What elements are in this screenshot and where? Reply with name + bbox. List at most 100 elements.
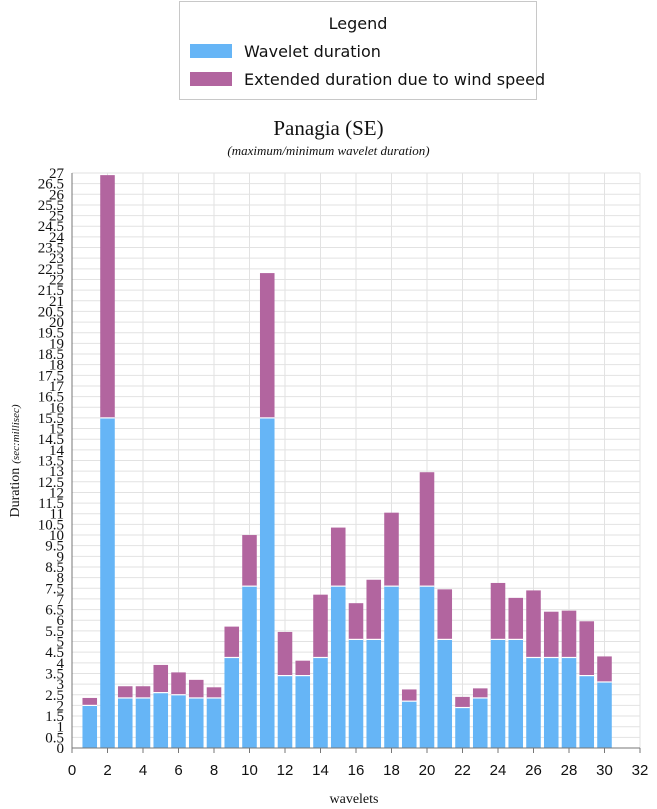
bar-wavelet-duration	[490, 639, 506, 748]
x-tick-label: 6	[174, 762, 182, 779]
y-tick-label: 12	[49, 485, 64, 501]
y-tick-label: 6	[57, 613, 65, 629]
y-tick-label: 27	[49, 166, 65, 182]
bar-extended-duration	[419, 472, 435, 587]
bar-wavelet-duration	[579, 675, 595, 748]
bar-wavelet-duration	[384, 586, 399, 748]
bar-extended-duration	[526, 590, 541, 658]
bar-extended-duration	[153, 664, 169, 693]
y-tick-label: 4	[57, 656, 65, 672]
x-tick-label: 28	[561, 762, 578, 779]
legend-item-extended-duration: Extended duration due to wind speed	[190, 70, 545, 89]
y-tick-label: 17	[49, 379, 65, 395]
bar-wavelet-duration	[437, 639, 453, 748]
y-tick-label: 25	[49, 209, 64, 225]
bar-wavelet-duration	[366, 639, 382, 748]
bar-wavelet-duration	[135, 697, 151, 748]
bar-wavelet-duration	[153, 692, 169, 748]
y-tick-label: 9.5	[45, 539, 64, 555]
bar-wavelet-duration	[171, 694, 186, 748]
y-tick-label: 22	[49, 272, 64, 288]
bar-extended-duration	[455, 696, 470, 708]
x-tick-label: 10	[241, 762, 258, 779]
y-tick-label: 9	[57, 549, 65, 565]
bar-extended-duration	[348, 603, 364, 640]
y-tick-label: 10	[49, 528, 64, 544]
legend: Legend Wavelet duration Extended duratio…	[179, 1, 545, 100]
y-tick-label: 18	[49, 358, 64, 374]
y-tick-label: 1	[57, 720, 65, 736]
bar-extended-duration	[206, 687, 222, 698]
y-axis-label-text: Duration	[8, 468, 23, 518]
chart-subtitle: (maximum/minimum wavelet duration)	[227, 143, 430, 158]
bars	[82, 175, 612, 748]
bar-wavelet-duration	[117, 697, 133, 748]
bar-wavelet-duration	[313, 657, 328, 748]
bar-wavelet-duration	[472, 697, 488, 748]
y-tick-label: 7.5	[45, 581, 64, 597]
axes	[71, 173, 641, 753]
x-tick-label: 12	[277, 762, 294, 779]
bar-wavelet-duration	[188, 697, 204, 748]
y-tick-label: 4.5	[45, 645, 64, 661]
y-tick-label: 10.5	[38, 517, 64, 533]
bar-wavelet-duration	[224, 657, 240, 748]
bar-wavelet-duration	[543, 657, 559, 748]
y-tick-label: 2.5	[45, 688, 64, 704]
y-tick-label: 2	[57, 698, 65, 714]
legend-swatch-extended-duration	[190, 72, 232, 86]
bar-wavelet-duration	[597, 681, 612, 748]
y-tick-label: 1.5	[45, 709, 64, 725]
bar-extended-duration	[472, 688, 488, 698]
bar-extended-duration	[224, 626, 240, 658]
bar-extended-duration	[117, 686, 133, 698]
bar-extended-duration	[543, 611, 559, 658]
y-tick-label: 6.5	[45, 603, 64, 619]
y-tick-label: 8.5	[45, 560, 64, 576]
bar-extended-duration	[100, 175, 115, 418]
y-tick-label: 21.5	[38, 283, 64, 299]
legend-label-wavelet-duration: Wavelet duration	[244, 41, 381, 61]
y-tick-label: 25.5	[38, 198, 64, 214]
x-tick-label: 4	[139, 762, 147, 779]
x-tick-label: 20	[419, 762, 436, 779]
y-tick-label: 8	[57, 571, 65, 587]
bar-extended-duration	[82, 697, 98, 706]
y-tick-label: 19.5	[38, 326, 64, 342]
bar-wavelet-duration	[100, 417, 115, 748]
bar-extended-duration	[330, 527, 346, 587]
bar-extended-duration	[561, 610, 577, 658]
bar-extended-duration	[579, 621, 595, 676]
bar-extended-duration	[188, 679, 204, 698]
y-axis-label: Duration (sec:millisec)	[8, 404, 23, 517]
bar-wavelet-duration	[82, 705, 98, 748]
bar-wavelet-duration	[561, 657, 577, 748]
y-tick-label: 19	[49, 336, 64, 352]
y-tick-label: 20	[49, 315, 64, 331]
y-tick-label: 26	[49, 187, 65, 203]
chart-title: Panagia (SE)	[273, 116, 384, 140]
x-tick-label: 8	[210, 762, 218, 779]
y-tick-label: 11	[50, 507, 64, 523]
y-tick-label: 24.5	[38, 219, 64, 235]
bar-extended-duration	[313, 594, 328, 658]
bar-extended-duration	[242, 535, 257, 587]
bar-wavelet-duration	[348, 639, 364, 748]
x-tick-label: 26	[525, 762, 542, 779]
bar-extended-duration	[171, 672, 186, 695]
bar-extended-duration	[490, 582, 506, 640]
y-tick-label: 12.5	[38, 475, 64, 491]
y-tick-label: 14	[49, 443, 65, 459]
bar-extended-duration	[295, 660, 311, 676]
y-tick-label: 5.5	[45, 624, 64, 640]
y-tick-label: 7	[57, 592, 65, 608]
y-tick-label: 15	[49, 422, 64, 438]
y-tick-label: 16	[49, 400, 65, 416]
bar-wavelet-duration	[401, 701, 417, 748]
y-tick-label: 13	[49, 464, 64, 480]
y-tick-label: 5	[57, 635, 65, 651]
bar-wavelet-duration	[242, 586, 257, 748]
x-tick-label: 30	[596, 762, 613, 779]
x-tick-labels: 0 2 4 6 8 10 12 14 16 18 20 22 24 26 28 30 32	[68, 762, 649, 779]
bar-extended-duration	[384, 512, 399, 587]
